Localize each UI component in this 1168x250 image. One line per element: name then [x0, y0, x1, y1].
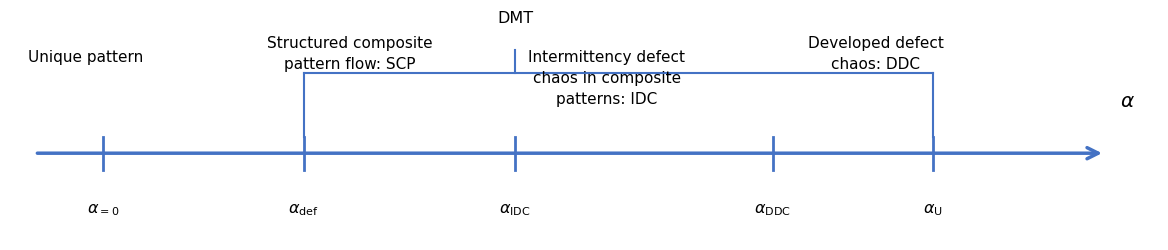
Text: $\alpha_{=0}$: $\alpha_{=0}$ — [86, 202, 119, 218]
Text: $\alpha_{\mathregular{def}}$: $\alpha_{\mathregular{def}}$ — [288, 202, 319, 218]
Text: Intermittency defect
chaos in composite
patterns: IDC: Intermittency defect chaos in composite … — [528, 50, 686, 107]
Text: DMT: DMT — [498, 11, 534, 26]
Text: Structured composite
pattern flow: SCP: Structured composite pattern flow: SCP — [266, 36, 432, 72]
Text: $\alpha$: $\alpha$ — [1120, 92, 1135, 111]
Text: $\alpha_{\mathregular{DDC}}$: $\alpha_{\mathregular{DDC}}$ — [755, 202, 792, 218]
Text: $\alpha_{\mathregular{IDC}}$: $\alpha_{\mathregular{IDC}}$ — [500, 202, 531, 218]
Text: Developed defect
chaos: DDC: Developed defect chaos: DDC — [808, 36, 944, 72]
Text: $\alpha_{\mathregular{U}}$: $\alpha_{\mathregular{U}}$ — [923, 202, 943, 218]
Text: Unique pattern: Unique pattern — [28, 50, 144, 65]
